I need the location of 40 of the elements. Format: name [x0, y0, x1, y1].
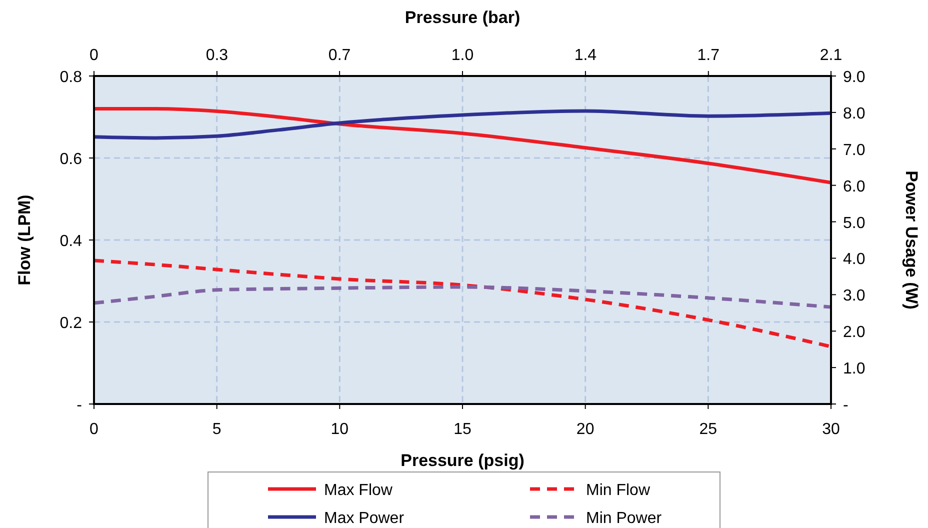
- y2-tick-label: 6.0: [843, 178, 866, 196]
- y2-axis-title: Power Usage (W): [902, 170, 921, 310]
- x2-axis-title: Pressure (bar): [404, 8, 520, 27]
- y2-tick-label: 4.0: [843, 251, 866, 268]
- x2-tick-label: 0.3: [206, 47, 228, 64]
- y2-tick-label: 1.0: [843, 360, 866, 378]
- line-series: [92, 285, 833, 309]
- y-tick-label: 0.8: [60, 69, 82, 86]
- x-tick-label: 15: [454, 421, 472, 438]
- x-tick-label: 20: [576, 421, 594, 438]
- x2-tick-label: 0: [90, 47, 99, 64]
- y-tick-label: 0.4: [60, 233, 82, 250]
- y-tick-label: 0.6: [60, 151, 82, 168]
- x2-tick-label: 2.1: [820, 47, 842, 64]
- x-tick-label: 10: [330, 421, 349, 438]
- y2-tick-label: 9.0: [843, 69, 866, 86]
- x2-tick-label: 1.0: [451, 47, 474, 64]
- y-axis-title: Flow (LPM): [15, 194, 34, 286]
- legend-label: Min Power: [586, 510, 662, 527]
- x2-tick-label: 0.7: [328, 47, 351, 64]
- y2-tick-label: 8.0: [843, 105, 866, 122]
- legend-label: Max Flow: [324, 482, 393, 499]
- y2-tick-label: 3.0: [843, 288, 866, 305]
- legend-label: Min Flow: [586, 482, 650, 499]
- legend-label: Max Power: [324, 510, 405, 527]
- line-series: [92, 109, 833, 140]
- line-series: [92, 107, 833, 184]
- y2-tick-label: 2.0: [843, 324, 866, 342]
- x-tick-label: 0: [90, 421, 99, 438]
- y2-tick-label: 7.0: [843, 142, 866, 159]
- x2-tick-label: 1.7: [697, 47, 720, 64]
- y2-tick-label: -: [843, 397, 848, 414]
- x-axis-title: Pressure (psig): [400, 451, 524, 470]
- x2-tick-label: 1.4: [574, 47, 597, 64]
- x-tick-label: 30: [822, 421, 840, 438]
- x-tick-label: 5: [212, 421, 222, 438]
- y2-tick-label: 5.0: [843, 214, 866, 232]
- y-tick-label: -: [76, 397, 82, 414]
- y-tick-label: 0.2: [60, 315, 82, 332]
- x-tick-label: 25: [699, 421, 718, 438]
